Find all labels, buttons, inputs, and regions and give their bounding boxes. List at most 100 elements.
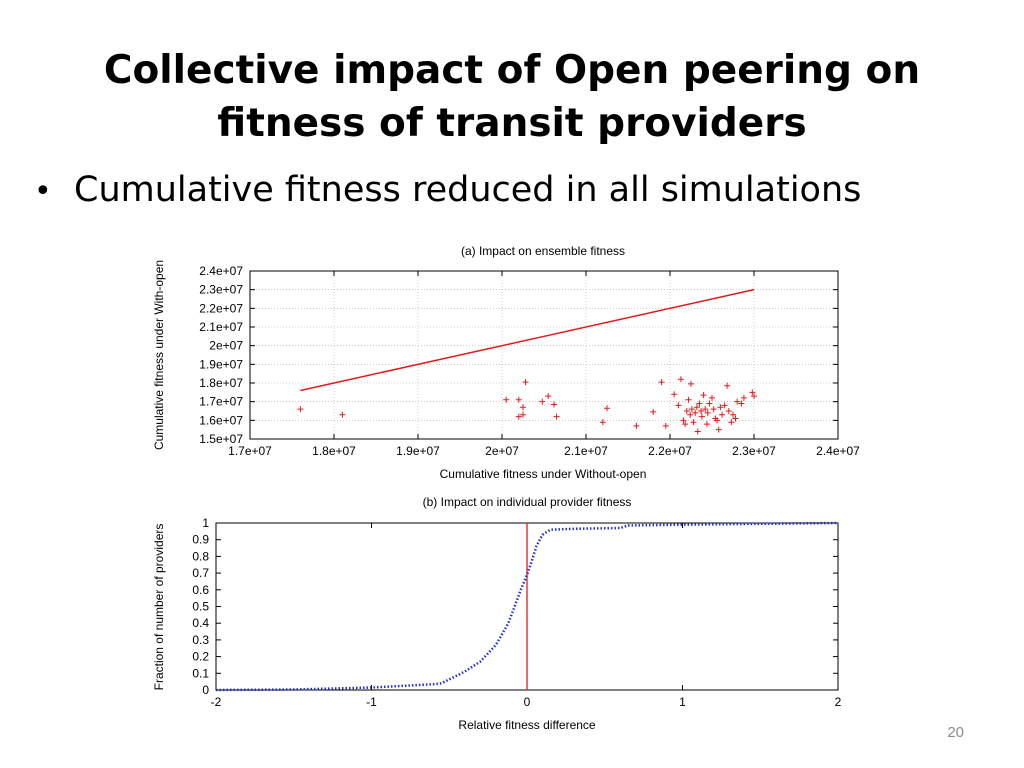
chart-b-ytick-label: 0.9 (192, 533, 209, 547)
chart-a-point (685, 396, 692, 403)
chart-a-point (687, 411, 694, 418)
chart-a-point (728, 419, 735, 426)
chart-a-point (682, 421, 689, 428)
chart-a-point (751, 393, 757, 400)
chart-a-point (703, 421, 710, 428)
chart-b-ytick-label: 0 (202, 683, 209, 697)
chart-b-ytick-label: 0.8 (192, 549, 209, 563)
chart-a-point (650, 408, 657, 415)
slide-title: Collective impact of Open peering on fit… (40, 44, 984, 150)
chart-a-ytick-label: 2.3e+07 (199, 283, 243, 297)
chart-a-point (710, 406, 717, 413)
chart-a-point (539, 398, 546, 405)
chart-a-point (633, 422, 640, 429)
chart-a-point (693, 404, 700, 411)
chart-a-point (692, 409, 699, 416)
chart-a-reference-line (300, 288, 755, 392)
chart-a-ytick-label: 2.2e+07 (199, 301, 243, 315)
chart-a-point (749, 389, 756, 396)
chart-a-point (677, 376, 684, 383)
chart-a-ytick-label: 2.1e+07 (199, 320, 243, 334)
chart-a-point (702, 406, 709, 413)
chart-a-point (732, 415, 739, 422)
chart-b-xtick-label: 2 (835, 695, 842, 709)
chart-b-ytick-label: 0.2 (192, 650, 209, 664)
chart-b-title: (b) Impact on individual provider fitnes… (423, 495, 632, 509)
slide-number: 20 (947, 724, 964, 741)
chart-a-xtick-label: 1.9e+07 (396, 444, 440, 458)
chart-a-point (662, 422, 669, 429)
chart-a-point (675, 402, 682, 409)
chart-a-plot-frame (249, 270, 839, 440)
chart-a-point (297, 406, 304, 413)
chart-a-xtick-label: 2.4e+07 (816, 444, 860, 458)
chart-b-ytick-label: 1 (202, 516, 209, 530)
slide-title-line-2: fitness of transit providers (217, 101, 807, 146)
chart-a-point (604, 405, 610, 412)
chart-a-point (717, 404, 724, 411)
chart-individual-fitness: (b) Impact on individual provider fitnes… (152, 495, 842, 732)
chart-a-point (339, 411, 346, 418)
chart-a-point (520, 404, 526, 411)
chart-a-point (694, 428, 701, 435)
chart-a-xtick-label: 2e+07 (485, 444, 519, 458)
chart-a-xlabel: Cumulative fitness under Without-open (440, 467, 647, 481)
chart-a-ytick-label: 1.7e+07 (199, 395, 243, 409)
chart-b-ytick-label: 0.7 (192, 566, 209, 580)
chart-a-point (671, 391, 678, 398)
chart-a-point (683, 408, 690, 414)
chart-a-point (719, 411, 726, 418)
chart-a-point (520, 411, 526, 418)
chart-a-ytick-label: 1.9e+07 (199, 357, 243, 371)
chart-b-ytick-label: 0.1 (192, 666, 209, 680)
chart-a-ytick-label: 1.5e+07 (199, 432, 243, 446)
chart-a-point (698, 408, 705, 414)
chart-a-point (738, 400, 745, 407)
chart-a-point (730, 411, 736, 418)
chart-a-point (515, 396, 522, 403)
chart-b-xtick-label: -2 (211, 695, 222, 709)
chart-b-ytick-label: 0.4 (192, 616, 209, 630)
chart-a-point (503, 396, 510, 403)
bullet-marker: • (34, 174, 52, 209)
bullet-point: • Cumulative fitness reduced in all simul… (34, 166, 861, 216)
chart-b-xlabel: Relative fitness difference (458, 718, 596, 732)
chart-a-xtick-label: 1.7e+07 (228, 444, 272, 458)
chart-a-ytick-label: 1.8e+07 (199, 376, 243, 390)
chart-a-point (715, 426, 722, 433)
chart-a-point (704, 409, 711, 416)
chart-b-ytick-label: 0.6 (192, 583, 209, 597)
chart-a-point (724, 382, 731, 389)
chart-b-ylabel: Fraction of number of providers (152, 524, 166, 691)
chart-a-xtick-label: 1.8e+07 (312, 444, 356, 458)
chart-b-xtick-label: 1 (679, 695, 686, 709)
chart-a-point (551, 401, 558, 408)
chart-a-point (734, 398, 741, 405)
chart-b-xtick-label: 0 (524, 695, 531, 709)
chart-a-point (680, 417, 687, 424)
chart-a-title: (a) Impact on ensemble fitness (461, 244, 625, 258)
chart-a-point (599, 419, 606, 426)
chart-a-ytick-label: 2e+07 (209, 339, 243, 353)
chart-a-point (706, 400, 713, 407)
chart-a-xtick-label: 2.3e+07 (732, 444, 776, 458)
chart-b-series-line (215, 521, 839, 692)
chart-b-ytick-label: 0.3 (192, 633, 209, 647)
chart-a-point (545, 393, 552, 400)
chart-a-point (522, 379, 529, 386)
chart-ensemble-fitness: (a) Impact on ensemble fitness Cumulativ… (152, 244, 860, 481)
chart-a-point (709, 394, 715, 401)
chart-a-point (714, 417, 721, 424)
chart-b-xtick-label: -1 (366, 695, 377, 709)
chart-a-point (740, 394, 747, 401)
chart-a-point (725, 408, 732, 414)
chart-a-point (658, 379, 665, 386)
chart-a-point (515, 413, 522, 420)
chart-a-ylabel: Cumulative fitness under With-open (152, 260, 166, 450)
chart-a-point (698, 413, 705, 420)
chart-a-point (721, 402, 728, 409)
chart-a-xtick-label: 2.2e+07 (648, 444, 692, 458)
slide-title-line-1: Collective impact of Open peering on (103, 48, 921, 93)
chart-a-xtick-label: 2.1e+07 (564, 444, 608, 458)
chart-a-point (688, 406, 695, 413)
